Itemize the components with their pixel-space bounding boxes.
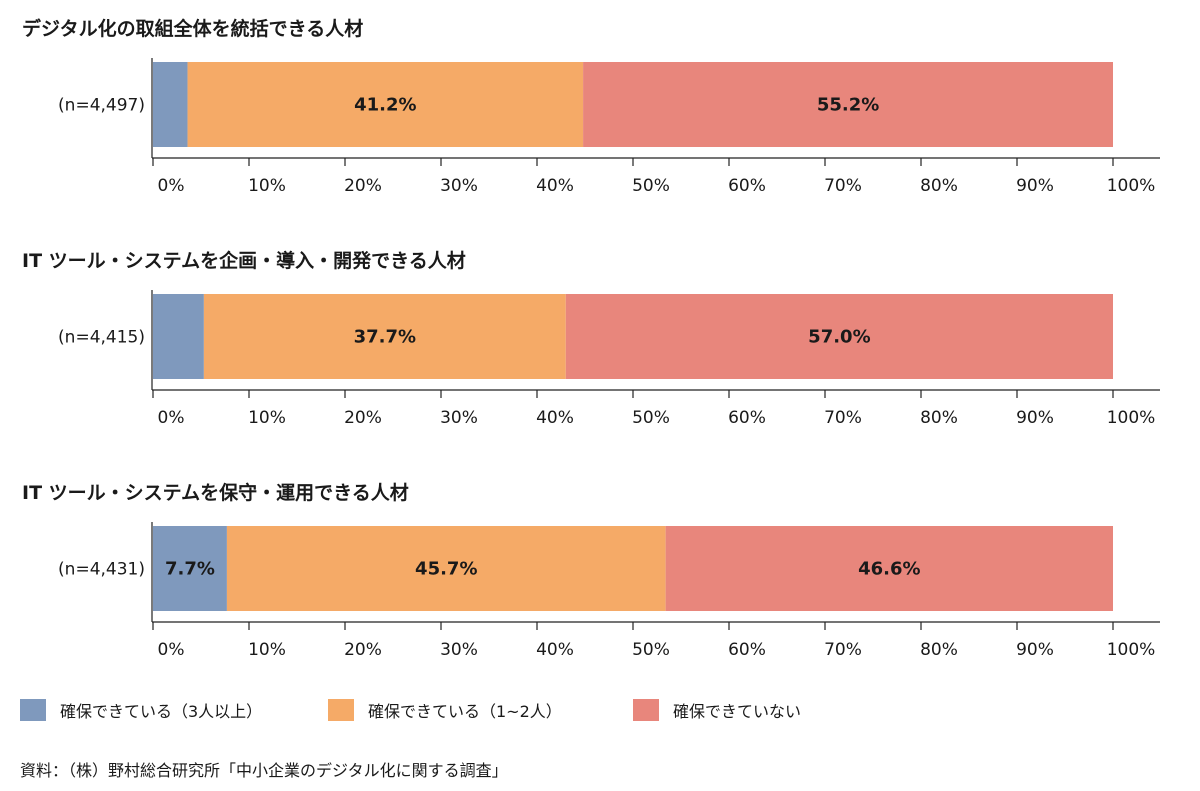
chart-3-tick-label: 0% [158,640,185,660]
chart-3-tick-label: 30% [440,640,478,660]
chart-1-svg: (n=4,497) 41.2% 55.2% 0% 10% 20% 30% 40% 50% 60% 7… [58,58,1160,196]
source-note: 資料：（株）野村総合研究所「中小企業のデジタル化に関する調査」 [20,761,508,780]
chart-1-bar-segment-3plus [153,62,188,147]
chart-2-tick-label: 20% [344,408,382,428]
chart-3-svg: (n=4,431) 7.7% 45.7% 46.6% 0% 10% 20% 30% 40% 50%… [58,522,1160,660]
chart-2-bar-segment-3plus [153,294,204,379]
chart-1-tick-label: 10% [248,176,286,196]
chart-1-tick-label: 30% [440,176,478,196]
chart-2-tick-label: 30% [440,408,478,428]
chart-3: IT ツール・システムを保守・運用できる人材 (n=4,431) 7.7% 45.7… [0,478,1200,708]
chart-2-bar-segment-none [565,294,1113,379]
legend-item-3plus: 確保できている（3人以上） [20,697,262,723]
chart-2-tick-label: 70% [824,408,862,428]
chart-3-bar-segment-none [665,526,1113,611]
chart-3-bar-segment-1to2 [226,526,666,611]
chart-3-tick-label: 90% [1016,640,1054,660]
chart-1-bar-segment-none [583,62,1113,147]
legend-label-none: 確保できていない [673,702,802,721]
chart-2: IT ツール・システムを企画・導入・開発できる人材 (n=4,415) 37.7%… [0,246,1200,476]
chart-1-tick-label: 0% [158,176,185,196]
chart-3-tick-label: 80% [920,640,958,660]
chart-2-tick-label: 10% [248,408,286,428]
chart-1-tick-label: 90% [1016,176,1054,196]
legend-label-1to2: 確保できている（1~2人） [368,702,562,721]
chart-1-category-label: (n=4,497) [58,96,145,116]
chart-1-tick-label: 40% [536,176,574,196]
chart-1-data-label-segment-none: 55.2% [817,95,879,116]
chart-2-data-label-segment-1to2: 37.7% [354,327,416,348]
chart-2-tick-label: 0% [158,408,185,428]
chart-3-tick-label: 60% [728,640,766,660]
chart-2-title: IT ツール・システムを企画・導入・開発できる人材 [22,250,466,272]
chart-1-bar-segment-1to2 [187,62,584,147]
chart-3-category-label: (n=4,431) [58,560,145,580]
chart-3-data-label-segment-3plus: 7.7% [165,559,215,580]
chart-3-tick-label: 40% [536,640,574,660]
chart-1-tick-label: 50% [632,176,670,196]
chart-1-data-label-segment-1to2: 41.2% [354,95,416,116]
chart-3-tick-label: 70% [824,640,862,660]
legend-label-3plus: 確保できている（3人以上） [60,702,263,721]
legend-swatch-1to2 [328,699,354,721]
chart-1-tick-label: 60% [728,176,766,196]
legend-item-1to2: 確保できている（1~2人） [328,697,562,723]
chart-3-tick-label: 100% [1107,640,1156,660]
chart-3-bar-segment-3plus [153,526,227,611]
chart-1-tick-label: 80% [920,176,958,196]
legend-item-none: 確保できていない [633,697,801,723]
chart-2-tick-label: 100% [1107,408,1156,428]
chart-3-title: IT ツール・システムを保守・運用できる人材 [22,482,409,504]
chart-1-title: デジタル化の取組全体を統括できる人材 [22,18,364,40]
chart-3-tick-label: 20% [344,640,382,660]
chart-3-tick-label: 50% [632,640,670,660]
chart-2-tick-label: 50% [632,408,670,428]
chart-2-tick-label: 40% [536,408,574,428]
chart-2-tick-label: 90% [1016,408,1054,428]
chart-2-svg: (n=4,415) 37.7% 57.0% 0% 10% 20% 30% 40% 50% 60% 7… [58,290,1160,428]
chart-3-data-label-segment-1to2: 45.7% [415,559,477,580]
chart-2-tick-label: 60% [728,408,766,428]
legend-swatch-3plus [20,699,46,721]
legend-swatch-none [633,699,659,721]
chart-3-tick-label: 10% [248,640,286,660]
chart-2-bar-segment-1to2 [203,294,566,379]
chart-2-tick-label: 80% [920,408,958,428]
legend: 確保できている（3人以上） 確保できている（1~2人） 確保できていない [20,697,1180,723]
chart-1: デジタル化の取組全体を統括できる人材 (n=4,497) 41.2% 55.2% 0%… [0,14,1200,244]
chart-2-data-label-segment-none: 57.0% [808,327,870,348]
chart-1-tick-label: 100% [1107,176,1156,196]
chart-3-data-label-segment-none: 46.6% [858,559,920,580]
chart-1-tick-label: 70% [824,176,862,196]
chart-1-tick-label: 20% [344,176,382,196]
chart-2-category-label: (n=4,415) [58,328,145,348]
